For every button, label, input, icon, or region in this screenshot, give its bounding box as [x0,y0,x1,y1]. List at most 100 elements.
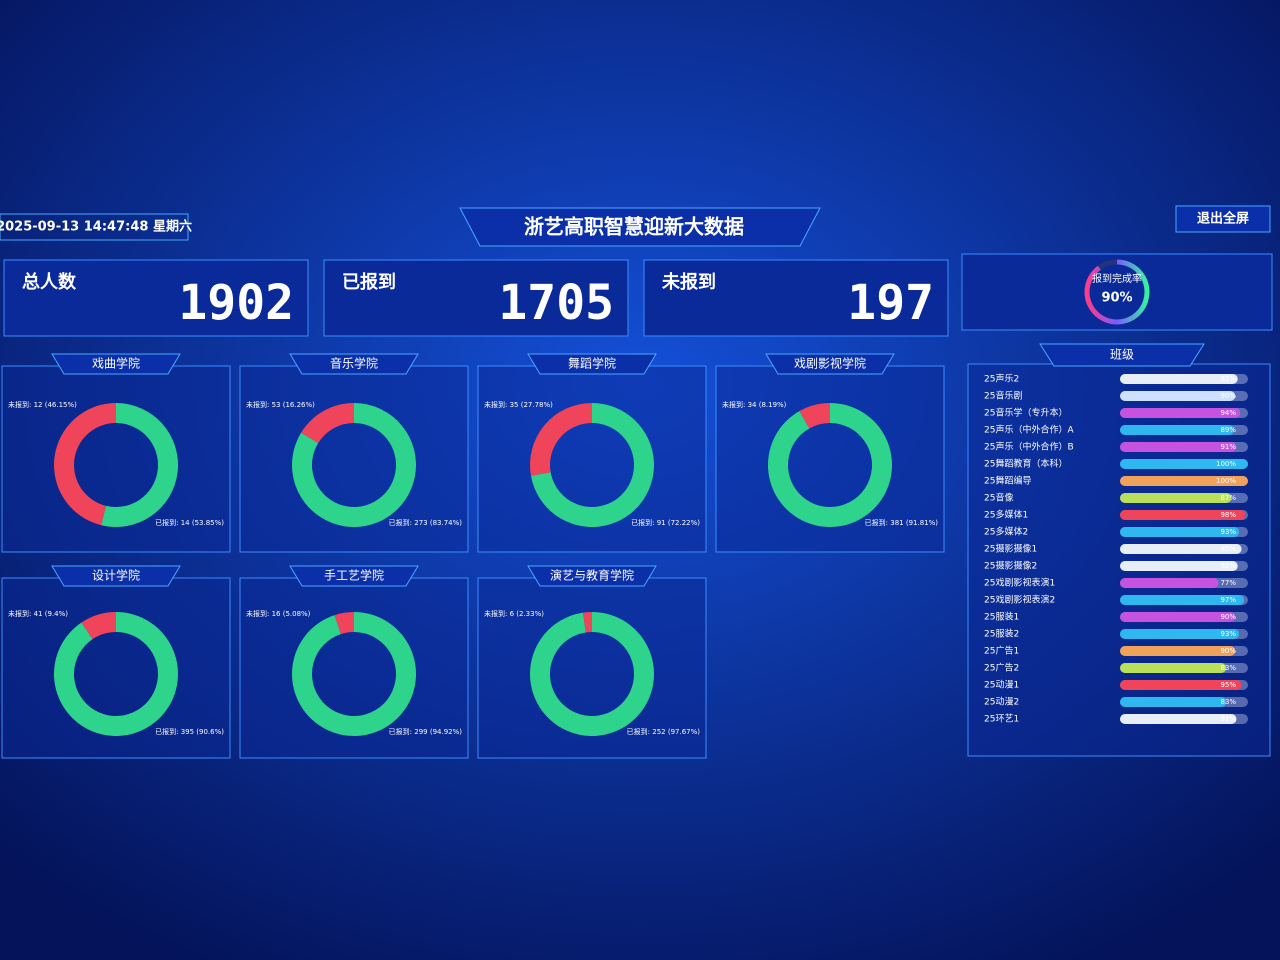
class-percent: 92% [1220,562,1236,570]
donut-label: 未报到: 6 (2.33%) [484,609,544,618]
completion-value: 90% [1101,291,1132,306]
donut-segment [101,403,179,527]
donut-segment [301,403,354,444]
class-percent: 95% [1220,545,1236,553]
panel-tab [527,565,657,587]
stat-value: 1705 [498,275,614,331]
class-name: 25服装1 [984,611,1019,623]
panel-title: 手工艺学院 [324,568,384,583]
class-name: 25摄影摄像1 [984,543,1037,555]
panel-title: 音乐学院 [330,356,378,371]
completion-ring [1084,259,1150,325]
class-bar [1120,612,1236,622]
stat-label: 已报到 [342,271,396,293]
class-name: 25声乐（中外合作）A [984,424,1074,436]
date-box [0,213,189,241]
class-name: 25音像 [984,492,1013,504]
donut-label: 未报到: 53 (16.26%) [246,400,315,409]
class-percent: 97% [1220,596,1236,604]
class-name: 25多媒体2 [984,526,1028,538]
class-bar [1120,476,1248,486]
donut-segment [767,403,892,528]
donut-segment [799,403,830,429]
class-bar [1120,578,1219,588]
donut-segment [53,612,178,737]
class-bar [1120,646,1236,656]
title: 浙艺高职智慧迎新大数据 [524,215,744,239]
class-bar [1120,544,1242,554]
class-name: 25广告1 [984,645,1019,657]
donut-label: 已报到: 252 (97.67%) [627,727,701,736]
exit-button[interactable] [1175,205,1271,233]
stat-box [323,259,629,337]
title-frame [459,207,821,247]
donut-segment [529,612,654,736]
panel-tab [527,353,657,375]
donut-label: 未报到: 34 (8.19%) [722,400,787,409]
class-percent: 100% [1216,460,1236,468]
class-bar [1120,510,1246,520]
class-title: 班级 [1110,348,1134,362]
donut-segment [291,612,416,736]
class-name: 25声乐2 [984,373,1019,385]
class-bar [1120,391,1236,401]
stat-box [643,259,949,337]
donut-segment [582,612,592,633]
panel-tab [51,353,181,375]
panel-title: 舞蹈学院 [568,356,616,371]
donut-label: 已报到: 91 (72.22%) [631,518,700,527]
stat-label: 未报到 [662,271,716,293]
class-bar [1120,425,1234,435]
panel-tab [289,353,419,375]
class-bar [1120,663,1227,673]
class-name: 25摄影摄像2 [984,560,1037,572]
stat-box [3,259,309,337]
panel-tab [765,353,895,375]
panel-tab [51,565,181,587]
donut-label: 未报到: 41 (9.4%) [8,609,68,618]
donut-segment [54,403,116,526]
class-name: 25动漫1 [984,679,1019,691]
class-name: 25舞蹈编导 [984,475,1031,487]
class-name: 25戏剧影视表演1 [984,577,1055,589]
stat-label: 总人数 [22,271,77,293]
donut-segment [530,403,654,527]
panel-tab [289,565,419,587]
donut-label: 已报到: 14 (53.85%) [155,518,224,527]
donut-segment [530,403,592,476]
class-percent: 94% [1220,409,1236,417]
class-bar [1120,493,1232,503]
class-bar [1120,561,1238,571]
class-percent: 93% [1220,528,1236,536]
class-bar [1120,595,1245,605]
class-bar [1120,374,1238,384]
datetime: 2025-09-13 14:47:48 星期六 [0,219,192,235]
class-bar [1120,459,1248,469]
donut-label: 未报到: 12 (46.15%) [8,400,77,409]
donut-label: 已报到: 395 (90.6%) [155,727,224,736]
donut-segment [291,403,416,527]
class-name: 25声乐（中外合作）B [984,441,1074,453]
class-name: 25戏剧影视表演2 [984,594,1055,606]
class-name: 25舞蹈教育（本科） [984,458,1067,470]
panel-title: 戏曲学院 [92,356,140,371]
donut-label: 已报到: 381 (91.81%) [865,518,939,527]
completion-box [961,253,1273,331]
class-name: 25音乐剧 [984,390,1022,402]
class-percent: 83% [1220,664,1236,672]
donut-segment [81,612,116,640]
class-percent: 100% [1216,477,1236,485]
class-name: 25服装2 [984,628,1019,640]
class-percent: 83% [1220,698,1236,706]
donut-label: 未报到: 16 (5.08%) [246,609,311,618]
panel-title: 设计学院 [92,568,140,583]
class-percent: 90% [1220,613,1236,621]
class-percent: 90% [1220,647,1236,655]
donut-segment [334,612,354,635]
donut-label: 未报到: 35 (27.78%) [484,400,553,409]
class-bar [1120,408,1241,418]
exit-label[interactable]: 退出全屏 [1197,211,1249,227]
class-percent: 91% [1220,443,1236,451]
